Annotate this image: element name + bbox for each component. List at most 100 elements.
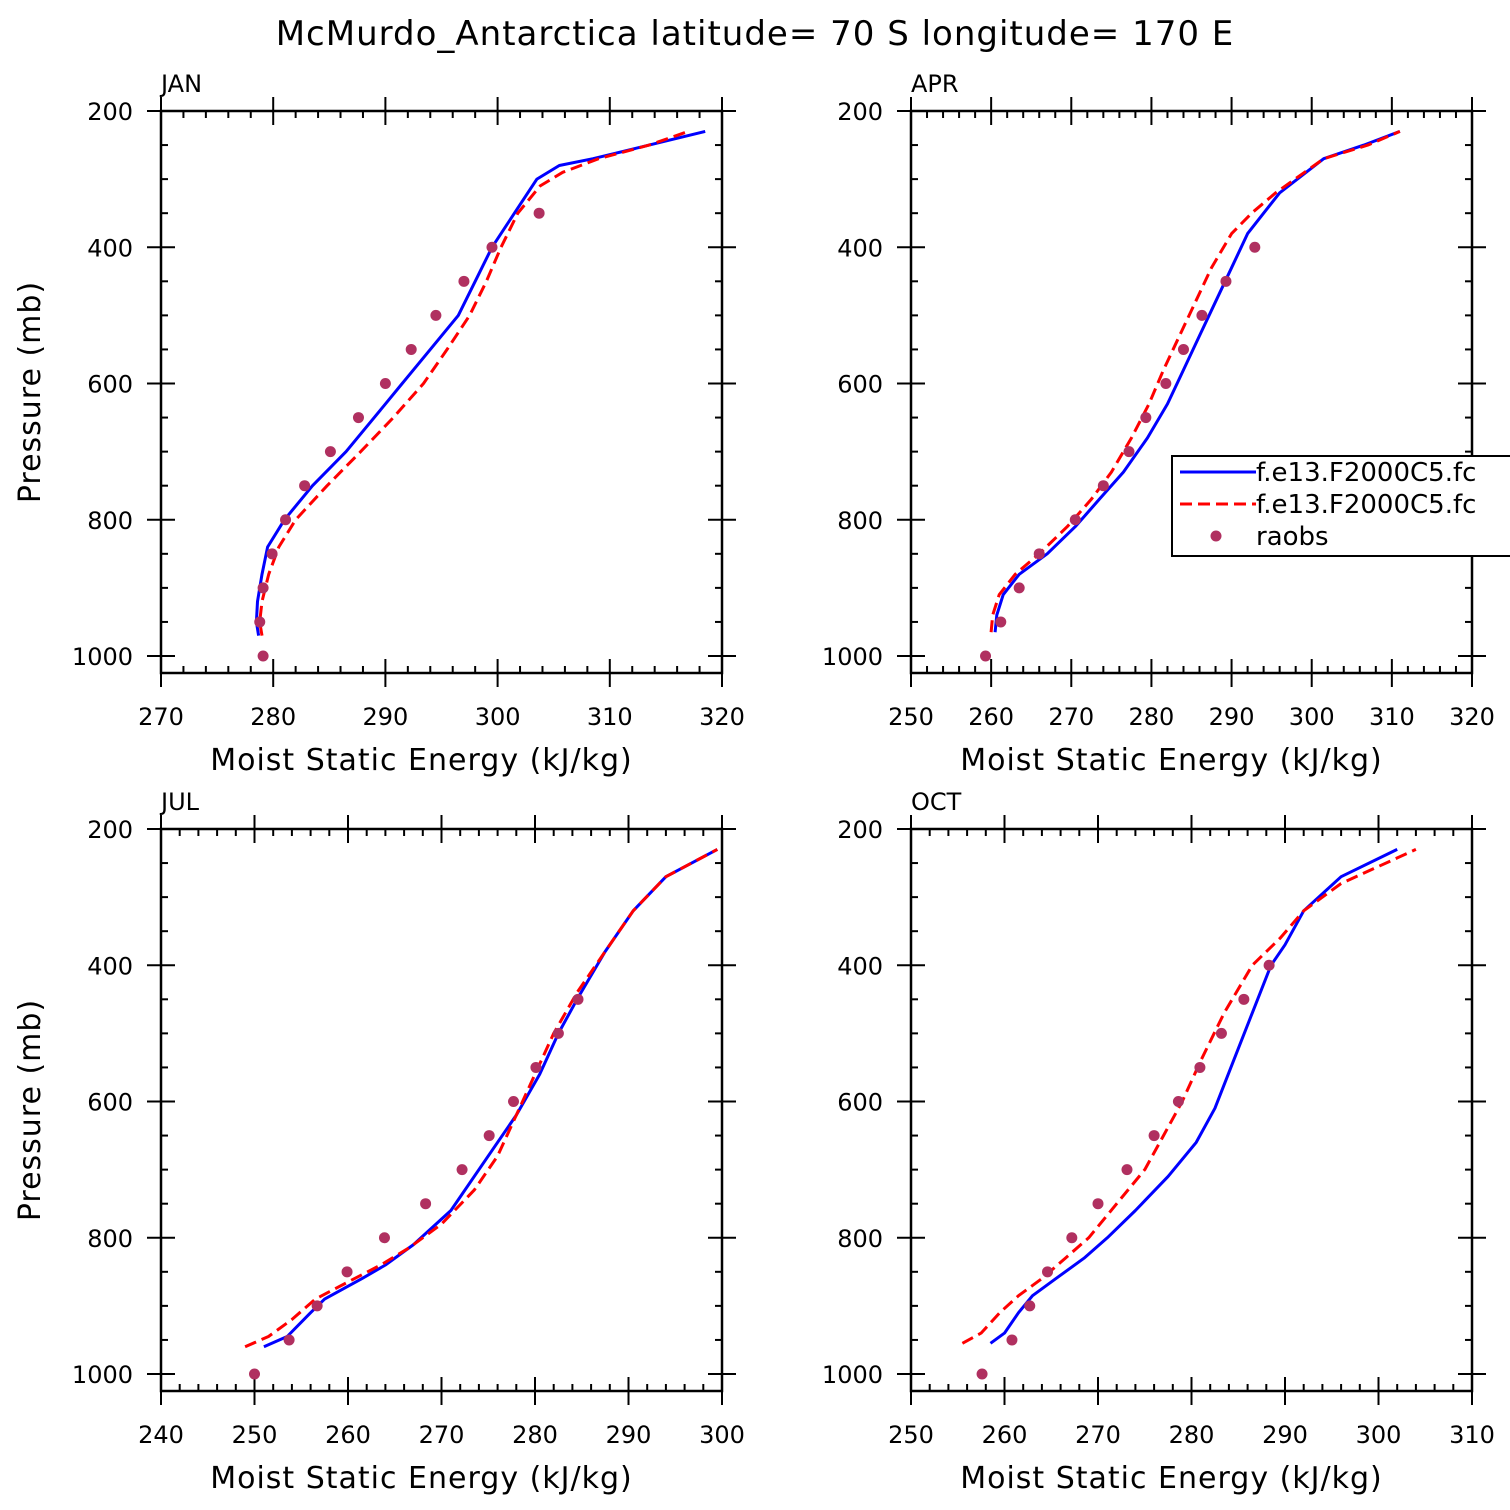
y-tick-label: 400 — [837, 952, 883, 980]
panel-label-apr: APR — [911, 70, 959, 98]
figure-title: McMurdo_Antarctica latitude= 70 S longit… — [276, 14, 1235, 54]
y-tick-label: 800 — [837, 507, 883, 535]
panel-jul: JUL 240 250 260 270 280 290 300 200 400 600 800 1000… — [13, 788, 745, 1496]
plot-area — [961, 848, 1417, 1380]
raobs-point — [483, 1130, 495, 1142]
raobs-point — [552, 1027, 564, 1039]
x-tick-label: 300 — [475, 703, 521, 731]
raobs-point — [507, 1096, 519, 1107]
y-tick-label: 200 — [837, 816, 883, 844]
raobs-point — [266, 548, 278, 560]
raobs-point — [1172, 1096, 1184, 1107]
raobs-point — [249, 1368, 260, 1380]
y-tick-label: 1000 — [72, 643, 133, 671]
x-tick-label: 250 — [232, 1421, 278, 1449]
raobs-point — [324, 446, 336, 458]
x-tick-label: 310 — [1449, 1421, 1495, 1449]
x-tick-label: 290 — [362, 703, 408, 731]
y-tick-label: 1000 — [72, 1361, 133, 1389]
x-tick-label: 270 — [138, 703, 184, 731]
raobs-point — [430, 309, 442, 321]
y-tick-label: 400 — [837, 234, 883, 262]
y-tick-label: 600 — [837, 371, 883, 399]
raobs-point — [530, 1061, 542, 1073]
raobs-point — [1249, 241, 1261, 253]
x-tick-label: 270 — [1075, 1421, 1121, 1449]
raobs-point — [283, 1334, 295, 1346]
y-tick-label: 400 — [87, 234, 133, 262]
x-tick-label: 270 — [419, 1421, 465, 1449]
x-tick-label: 320 — [1449, 703, 1495, 731]
y-tick-label: 600 — [837, 1089, 883, 1117]
legend-dot — [1210, 530, 1222, 542]
raobs-point — [1123, 446, 1135, 458]
x-tick-label: 260 — [325, 1421, 371, 1449]
x-tick-label: 290 — [1262, 1421, 1308, 1449]
x-tick-label: 250 — [888, 1421, 934, 1449]
raobs-point — [1263, 959, 1275, 971]
x-tick-label: 290 — [1209, 703, 1255, 731]
raobs-point — [420, 1198, 432, 1210]
y-tick-label: 800 — [87, 1225, 133, 1253]
y-tick-label: 1000 — [822, 643, 883, 671]
raobs-point — [572, 993, 584, 1005]
x-tick-label: 300 — [1289, 703, 1335, 731]
raobs-point — [405, 343, 417, 355]
series-line-solid — [254, 129, 706, 636]
raobs-point — [379, 378, 391, 389]
y-tick-label: 1000 — [822, 1361, 883, 1389]
raobs-point — [378, 1232, 390, 1244]
plot-frame — [159, 109, 724, 675]
x-axis-title: Moist Static Energy (kJ/kg) — [960, 743, 1383, 778]
raobs-point — [1160, 378, 1172, 389]
x-tick-label: 300 — [1356, 1421, 1402, 1449]
y-tick-label: 200 — [87, 816, 133, 844]
series-line-dashed — [989, 130, 1401, 633]
x-axis-title: Moist Static Energy (kJ/kg) — [210, 1461, 633, 1496]
legend-label: raobs — [1256, 522, 1329, 552]
y-tick-label: 800 — [837, 1225, 883, 1253]
raobs-point — [458, 275, 470, 287]
panel-apr: APR 250 260 270 280 290 300 310 320 200 400 600 800 1… — [822, 70, 1495, 778]
raobs-point — [1121, 1164, 1133, 1176]
x-tick-label: 310 — [1369, 703, 1415, 731]
x-axis-title: Moist Static Energy (kJ/kg) — [960, 1461, 1383, 1496]
x-axis-title: Moist Static Energy (kJ/kg) — [210, 743, 633, 778]
x-tick-label: 280 — [512, 1421, 558, 1449]
raobs-point — [995, 616, 1007, 628]
raobs-point — [533, 207, 545, 219]
x-tick-label: 300 — [699, 1421, 745, 1449]
x-tick-label: 280 — [1169, 1421, 1215, 1449]
panel-oct: OCT 250 260 270 280 290 300 310 200 400 600 800 1000… — [822, 788, 1495, 1496]
raobs-point — [299, 480, 311, 492]
y-axis-title: Pressure (mb) — [13, 999, 48, 1221]
raobs-point — [1092, 1198, 1104, 1210]
series-line-dashed — [961, 848, 1417, 1345]
raobs-point — [1069, 514, 1081, 526]
plot-area — [244, 848, 719, 1380]
raobs-point — [456, 1164, 468, 1176]
raobs-point — [1033, 548, 1045, 560]
panel-jan: JAN 270 280 290 300 310 320 200 400 600 800 1000 Moi… — [13, 70, 745, 778]
x-tick-label: 280 — [250, 703, 296, 731]
x-tick-label: 280 — [1129, 703, 1175, 731]
legend-label: f.e13.F2000C5.fc — [1256, 490, 1476, 520]
x-tick-label: 290 — [606, 1421, 652, 1449]
plot-frame — [909, 109, 1474, 675]
raobs-point — [1042, 1266, 1054, 1278]
raobs-point — [352, 412, 364, 424]
panel-label-jul: JUL — [159, 788, 200, 816]
series-line-dashed — [258, 129, 689, 636]
panel-label-oct: OCT — [911, 788, 962, 816]
raobs-point — [976, 1368, 988, 1380]
plot-frame — [159, 827, 724, 1393]
plot-frame — [909, 827, 1474, 1393]
legend-label: f.e13.F2000C5.fc — [1256, 458, 1476, 488]
x-tick-label: 310 — [587, 703, 633, 731]
raobs-point — [341, 1266, 353, 1278]
y-axis-title: Pressure (mb) — [13, 281, 48, 503]
raobs-point — [1177, 343, 1189, 355]
series-line-solid — [989, 848, 1398, 1345]
y-tick-label: 200 — [87, 98, 133, 126]
